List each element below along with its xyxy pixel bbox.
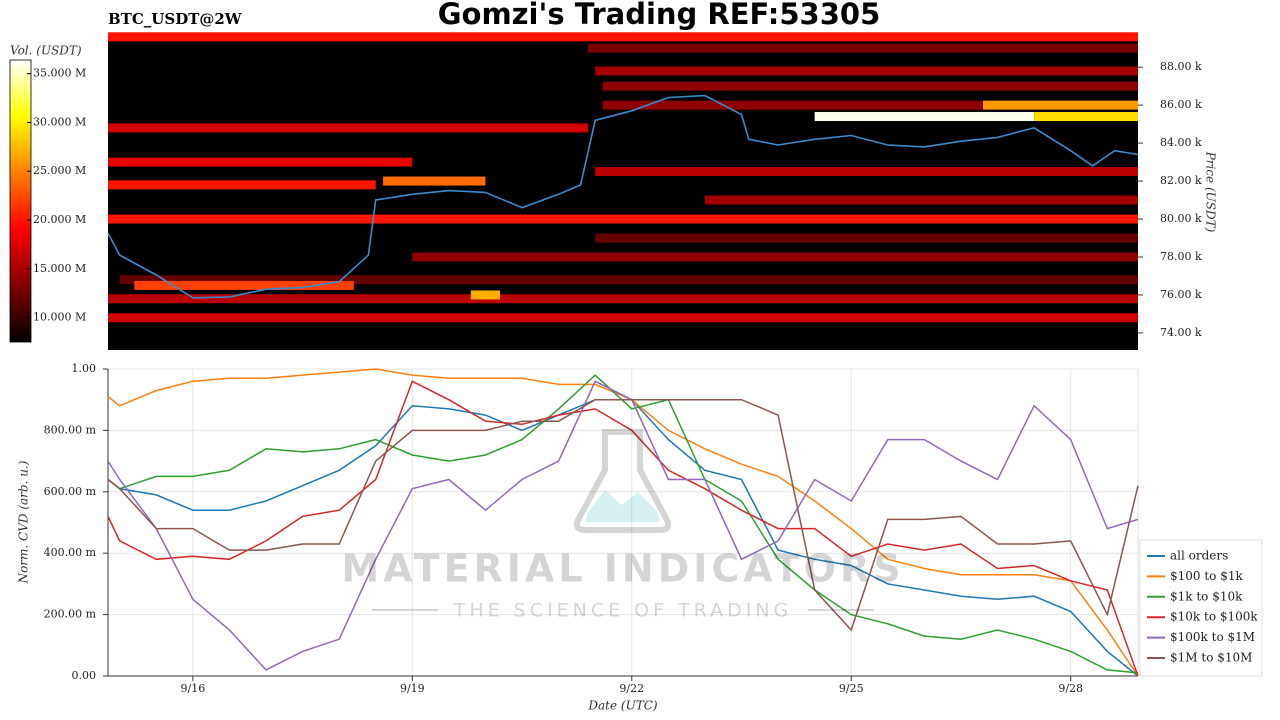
legend (1139, 539, 1263, 677)
x-tick-label: 9/28 (1058, 682, 1083, 695)
heatmap-cell (134, 280, 354, 290)
chart-title: BTC_USDT@2W (108, 10, 243, 28)
y-tick-label: 80.00 k (1160, 212, 1202, 225)
heatmap-cell (704, 195, 1138, 205)
x-axis-label: Date (UTC) (587, 699, 657, 713)
y-tick-label: 86.00 k (1160, 98, 1202, 111)
series-line (107, 374, 1139, 674)
heatmap-cell (108, 214, 1138, 224)
colorbar (9, 59, 32, 343)
x-tick-label: 9/19 (400, 682, 425, 695)
colorbar-tick-label: 20.000 M (33, 213, 86, 226)
y-axis-label: Price (USDT) (1204, 151, 1218, 233)
y-axis-label: Norm. CVD (arb. u.) (17, 460, 31, 584)
cvd-layer: 0.00 200.00 m 400.00 m 600.00 m 800.00 m 1.00… (44, 362, 1139, 695)
page-title: Gomzi's Trading REF:53305 (438, 0, 881, 31)
price-line (107, 94, 1139, 299)
y-tick-label: 78.00 k (1160, 250, 1202, 263)
heatmap-layer: 74.00 k 76.00 k 78.00 k 80.00 k 82.00 k 84.00… (27, 32, 1202, 339)
y-tick-label: 400.00 m (44, 546, 97, 559)
heatmap-cell (108, 32, 1138, 42)
y-tick-label: 88.00 k (1160, 60, 1202, 73)
legend-label: $100 to $1k (1170, 569, 1243, 583)
y-tick-label: 74.00 k (1160, 326, 1202, 339)
y-tick-label: 0.00 (72, 669, 97, 682)
legend-label: $1k to $10k (1170, 589, 1243, 603)
colorbar-tick-label: 25.000 M (33, 164, 86, 177)
legend-label: all orders (1170, 549, 1228, 563)
heatmap-cell (595, 66, 1138, 76)
heatmap-cell (1034, 112, 1138, 122)
watermark-flask (573, 429, 672, 533)
y-tick-label: 1.00 (72, 362, 97, 375)
colorbar-tick-label: 30.000 M (33, 115, 86, 128)
x-tick-label: 9/16 (181, 682, 206, 695)
watermark-subtitle: THE SCIENCE OF TRADING (453, 600, 793, 622)
y-tick-label: 200.00 m (44, 608, 97, 621)
y-tick-label: 84.00 k (1160, 136, 1202, 149)
heatmap-cell (108, 180, 376, 190)
watermark-flask-fill (585, 490, 660, 522)
heatmap-cell (814, 112, 1035, 122)
heatmap-cell (108, 123, 588, 133)
heatmap-cell (595, 167, 1138, 177)
colorbar-label: Vol. (USDT) (10, 44, 82, 58)
watermark (372, 429, 874, 611)
x-tick-label: 9/25 (839, 682, 864, 695)
heatmap-cell (108, 157, 413, 167)
series-line (107, 380, 1139, 671)
heatmap-cell (587, 43, 1138, 53)
heatmap-cell (470, 290, 501, 300)
heatmap-cell (108, 313, 1138, 323)
y-tick-label: 76.00 k (1160, 288, 1202, 301)
heatmap-cell (412, 252, 1138, 262)
heatmap-cell (119, 275, 1139, 285)
heatmap-cell (602, 100, 983, 110)
heatmap-cell (383, 176, 486, 186)
series-line (107, 380, 1139, 677)
legend-label: $1M to $10M (1170, 651, 1252, 665)
watermark-title: MATERIAL INDICATORS (341, 547, 904, 591)
cvd-plot-area (107, 368, 1139, 677)
x-tick-label: 9/22 (619, 682, 644, 695)
heatmap-cell (982, 100, 1138, 110)
colorbar-tick-label: 15.000 M (33, 262, 86, 275)
y-tick-label: 800.00 m (44, 423, 97, 436)
heatmap-cell (595, 233, 1138, 243)
y-tick-label: 82.00 k (1160, 174, 1202, 187)
heatmap-cell (108, 294, 1138, 304)
colorbar-tick-label: 10.000 M (33, 311, 86, 324)
colorbar-tick-label: 35.000 M (33, 67, 86, 80)
series-line (107, 398, 1139, 632)
heatmap-cell (602, 81, 1138, 91)
legend-label: $10k to $100k (1170, 610, 1258, 624)
y-tick-label: 600.00 m (44, 485, 97, 498)
legend-label: $100k to $1M (1170, 630, 1255, 644)
